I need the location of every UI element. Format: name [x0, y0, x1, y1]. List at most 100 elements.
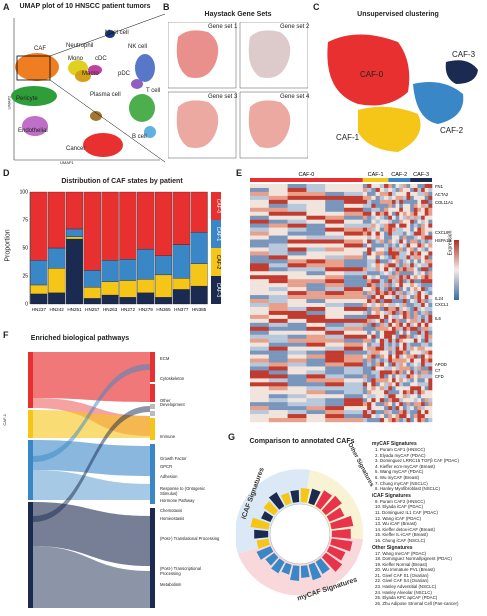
label-b-cell: B cell	[132, 134, 147, 140]
clustering-plot	[327, 34, 478, 152]
bar-caf-1	[172, 244, 190, 279]
umap-cluster-endothelial	[22, 116, 48, 136]
bar-caf-1	[190, 232, 208, 264]
bar-caf-0	[137, 191, 155, 250]
label-cdc: cDC	[95, 56, 107, 62]
label-neutrophil: Neutrophil	[66, 43, 94, 49]
label-caf-1: CAF-1	[336, 133, 360, 142]
sankey-source-caf-2	[28, 440, 33, 500]
panel-g-letter: G	[228, 432, 236, 442]
label-pdc: pDC	[118, 71, 131, 77]
gene-label: CFD	[435, 374, 444, 379]
pathway-label: (Post-) Translational Processing	[160, 536, 220, 541]
radial-bar	[300, 488, 310, 503]
bar-caf-0	[101, 191, 119, 261]
signature-item: 1. Puram CAF1 (HNSCC)	[375, 447, 426, 452]
signature-item: 25. Elyada KPC apCAF (PDAC)	[375, 595, 438, 601]
bar-caf-2	[137, 279, 155, 293]
signature-item: 8. Hanley Myofibroblast (NSCLC)	[375, 486, 440, 492]
bar-caf-3	[48, 292, 66, 305]
pathway-label: Metabolism	[160, 582, 182, 587]
umap-cluster-plasma	[90, 111, 102, 121]
heatmap-group-label: CAF-1	[368, 172, 384, 178]
signature-item: 17. Wang meCAF (PDAC)	[375, 550, 427, 556]
radial-bar	[321, 552, 343, 572]
signature-item: 14. Kieffer detox-iCAF (Breast)	[375, 526, 435, 532]
gene-label: CXCL1	[435, 302, 449, 307]
bar-caf-1	[154, 255, 173, 276]
sankey-label-caf-1: CAF-1	[2, 414, 7, 426]
x-tick-label: HN263	[103, 307, 118, 312]
signature-item: 23. Hanley Adventitial (NSCLC)	[375, 584, 437, 590]
cluster-caf-3	[445, 60, 478, 84]
heatmap: CAF-0 CAF-1 CAF-2 CAF-3 FN1 ACTA2 COL11A1 CXCL8…	[250, 172, 459, 423]
haystack-grid	[168, 22, 308, 159]
signature-item: 15. Kieffer IL-iCAF (Breast)	[375, 532, 428, 538]
gene-set-3-label: Gene set 3	[208, 94, 238, 100]
pathway-label: Development	[160, 402, 185, 407]
umap-cluster-caf	[15, 53, 59, 81]
bar-caf-0	[154, 191, 173, 256]
panel-c-letter: C	[313, 2, 320, 12]
radial-bar	[321, 495, 342, 516]
signature-item: 5. Wang myCAF (PDAC)	[375, 469, 424, 475]
label-caf-3: CAF-3	[452, 50, 476, 59]
gene-label: CXCL8	[435, 230, 449, 235]
label-caf-0: CAF-0	[360, 70, 384, 79]
sankey-source-caf-1	[28, 410, 33, 438]
radial-bar	[271, 558, 285, 574]
sankey-source-caf-3	[28, 502, 33, 608]
bar-caf-3	[190, 285, 208, 305]
legend-label: CAF-2	[215, 255, 221, 270]
radial-bar	[280, 492, 292, 506]
bar-caf-0	[30, 191, 48, 261]
signature-item: 12. Wang iCAF (PDAC)	[375, 515, 421, 521]
x-tick-label: HN272	[121, 307, 136, 312]
bar-caf-1	[119, 259, 137, 281]
cluster-caf-0	[327, 34, 410, 106]
signature-group-header: Other Signatures	[372, 544, 413, 551]
x-tick-label: HN377	[174, 307, 189, 312]
gene-label: HSPA1B	[435, 238, 451, 243]
pathway-label: Other	[160, 398, 171, 403]
panel-a-letter: A	[3, 2, 10, 12]
legend-swatch	[211, 276, 221, 304]
heatmap-group-bar	[362, 178, 389, 182]
bar-caf-0	[119, 191, 137, 260]
bar-caf-2	[83, 287, 101, 299]
signature-item: 10. Elyada iCAF (PDAC)	[375, 504, 424, 510]
radial-bar	[281, 562, 292, 575]
signature-item: 19. Kieffer Normal (Breast)	[375, 561, 428, 567]
gene-label: C7	[435, 368, 441, 373]
signature-item: 18. Dominguez Normal/pignent (PDAC)	[375, 556, 452, 562]
bar-caf-1	[65, 228, 84, 237]
signature-item: 24. Hanley Alveolar (NSCLC)	[375, 589, 432, 595]
cluster-caf-2	[413, 81, 464, 124]
label-pericyte: Pericyte	[16, 96, 38, 102]
panel-e-letter: E	[236, 168, 243, 178]
signature-item: 16. Chung iCAF (NSCLC)	[375, 537, 426, 543]
bar-caf-3	[83, 298, 101, 305]
radial-bar	[290, 490, 300, 503]
legend-label: CAF-0	[215, 199, 221, 214]
gene-set-1-label: Gene set 1	[208, 24, 238, 30]
bar-caf-3	[30, 293, 48, 305]
label-mast-cell: Mast cell	[105, 30, 129, 36]
gene-set-2-label: Gene set 2	[280, 24, 310, 30]
x-tick-label: HN251	[67, 307, 82, 312]
signature-item: 4. Kieffer ecm-myCAF (Breast)	[375, 463, 435, 469]
heatmap-group-label: CAF-2	[391, 172, 407, 178]
bar-caf-0	[172, 191, 190, 245]
signature-item: 26. Zhu Adipose Stromal Cell (Pan-cancer…	[375, 600, 459, 606]
umap-plot	[11, 13, 165, 163]
radial-bar	[250, 517, 270, 530]
radial-bar	[256, 546, 274, 560]
x-tick-label: HN242	[50, 307, 65, 312]
legend-swatch	[211, 220, 221, 248]
bar-caf-2	[119, 280, 137, 298]
radial-bar	[300, 565, 310, 578]
radial-bar	[308, 562, 322, 581]
bar-caf-0	[65, 191, 84, 230]
sankey-label-caf-2: CAF-2	[2, 456, 7, 468]
umap-cluster-pericyte	[11, 86, 57, 106]
